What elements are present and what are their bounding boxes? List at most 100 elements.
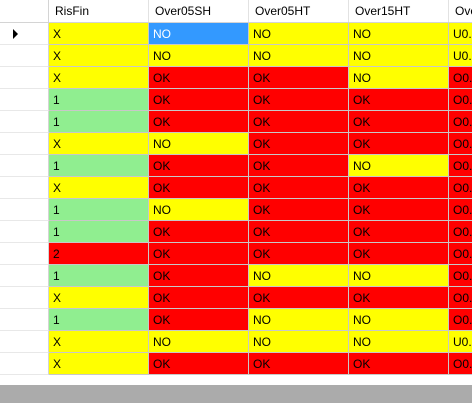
cell-ove[interactable]: U0.5	[449, 331, 472, 353]
cell-risfin[interactable]: 1	[49, 199, 149, 221]
cell-over05sh[interactable]: NO	[149, 331, 249, 353]
cell-ove[interactable]: O0.5	[449, 67, 472, 89]
cell-risfin[interactable]: X	[49, 23, 149, 45]
column-header-ove[interactable]: Ove	[455, 4, 472, 18]
cell-over15ht[interactable]: NO	[349, 45, 449, 67]
data-grid[interactable]: RisFin Over05SH Over05HT Over15HT Ove XN…	[0, 0, 472, 385]
column-header-over05ht[interactable]: Over05HT	[249, 0, 349, 22]
cell-over05ht[interactable]: OK	[249, 67, 349, 89]
cell-over05ht[interactable]: OK	[249, 177, 349, 199]
cell-ove[interactable]: O0.5	[449, 177, 472, 199]
cell-risfin[interactable]: X	[49, 331, 149, 353]
cell-over15ht[interactable]: NO	[349, 331, 449, 353]
row-header[interactable]	[0, 331, 49, 353]
cell-over05ht[interactable]: OK	[249, 111, 349, 133]
cell-over15ht[interactable]: NO	[349, 155, 449, 177]
top-left-corner-cell[interactable]	[0, 0, 49, 22]
cell-over05ht[interactable]: NO	[249, 23, 349, 45]
row-header[interactable]	[0, 67, 49, 89]
cell-ove[interactable]: O0.5	[449, 265, 472, 287]
row-header[interactable]	[0, 177, 49, 199]
row-header[interactable]	[0, 45, 49, 67]
cell-risfin[interactable]: 1	[49, 221, 149, 243]
row-header[interactable]	[0, 155, 49, 177]
cell-over05sh[interactable]: OK	[149, 89, 249, 111]
cell-over05sh[interactable]: OK	[149, 111, 249, 133]
cell-over15ht[interactable]: OK	[349, 89, 449, 111]
cell-risfin[interactable]: 2	[49, 243, 149, 265]
column-header-over05sh[interactable]: Over05SH	[149, 0, 249, 22]
cell-risfin[interactable]: X	[49, 177, 149, 199]
cell-risfin[interactable]: 1	[49, 89, 149, 111]
row-header[interactable]	[0, 287, 49, 309]
cell-risfin[interactable]: X	[49, 45, 149, 67]
cell-ove[interactable]: O0.5	[449, 89, 472, 111]
row-header[interactable]	[0, 265, 49, 287]
cell-over15ht[interactable]: NO	[349, 309, 449, 331]
cell-over05ht[interactable]: OK	[249, 155, 349, 177]
cell-risfin[interactable]: X	[49, 287, 149, 309]
cell-over05sh[interactable]: OK	[149, 155, 249, 177]
cell-over15ht[interactable]: OK	[349, 221, 449, 243]
row-header[interactable]	[0, 89, 49, 111]
cell-over15ht[interactable]: OK	[349, 353, 449, 375]
cell-over05ht[interactable]: NO	[249, 45, 349, 67]
cell-over05sh[interactable]: NO	[149, 133, 249, 155]
cell-over05ht[interactable]: OK	[249, 199, 349, 221]
cell-ove[interactable]: O0.5	[449, 309, 472, 331]
cell-over05sh[interactable]: OK	[149, 177, 249, 199]
cell-over15ht[interactable]: OK	[349, 199, 449, 221]
cell-over05ht[interactable]: OK	[249, 221, 349, 243]
cell-over15ht[interactable]: NO	[349, 265, 449, 287]
cell-over05ht[interactable]: NO	[249, 331, 349, 353]
cell-over15ht[interactable]: OK	[349, 287, 449, 309]
cell-over05sh[interactable]: NO	[149, 45, 249, 67]
column-header-risfin[interactable]: RisFin	[49, 0, 149, 22]
row-header[interactable]	[0, 199, 49, 221]
cell-risfin[interactable]: X	[49, 67, 149, 89]
cell-over05ht[interactable]: OK	[249, 287, 349, 309]
cell-ove[interactable]: O0.5	[449, 243, 472, 265]
cell-over05ht[interactable]: OK	[249, 243, 349, 265]
cell-over05sh[interactable]: OK	[149, 243, 249, 265]
cell-over05ht[interactable]: NO	[249, 265, 349, 287]
cell-over15ht[interactable]: OK	[349, 177, 449, 199]
cell-ove[interactable]: O0.5	[449, 287, 472, 309]
cell-over05sh[interactable]: NO	[149, 199, 249, 221]
cell-ove[interactable]: O0.5	[449, 111, 472, 133]
cell-over05ht[interactable]: NO	[249, 309, 349, 331]
cell-ove[interactable]: O0.5	[449, 221, 472, 243]
row-header[interactable]	[0, 111, 49, 133]
cell-risfin[interactable]: 1	[49, 111, 149, 133]
cell-over05sh[interactable]: NO	[149, 23, 249, 45]
cell-over05sh[interactable]: OK	[149, 353, 249, 375]
cell-over15ht[interactable]: NO	[349, 67, 449, 89]
row-header[interactable]	[0, 353, 49, 375]
cell-ove[interactable]: U0.5	[449, 45, 472, 67]
cell-over05sh[interactable]: OK	[149, 221, 249, 243]
row-header[interactable]	[0, 221, 49, 243]
cell-over05ht[interactable]: OK	[249, 353, 349, 375]
row-header[interactable]	[0, 243, 49, 265]
cell-over15ht[interactable]: OK	[349, 243, 449, 265]
cell-over05ht[interactable]: OK	[249, 133, 349, 155]
cell-risfin[interactable]: 1	[49, 155, 149, 177]
cell-over05sh[interactable]: OK	[149, 287, 249, 309]
row-header[interactable]	[0, 23, 49, 45]
cell-ove[interactable]: O0.5	[449, 353, 472, 375]
cell-over15ht[interactable]: NO	[349, 23, 449, 45]
cell-ove[interactable]: O0.5	[449, 155, 472, 177]
cell-ove[interactable]: U0.5	[449, 23, 472, 45]
column-header-over15ht[interactable]: Over15HT	[349, 0, 449, 22]
cell-risfin[interactable]: 1	[49, 309, 149, 331]
cell-over05ht[interactable]: OK	[249, 89, 349, 111]
cell-risfin[interactable]: X	[49, 133, 149, 155]
cell-ove[interactable]: O0.5	[449, 199, 472, 221]
cell-risfin[interactable]: 1	[49, 265, 149, 287]
row-header[interactable]	[0, 309, 49, 331]
cell-risfin[interactable]: X	[49, 353, 149, 375]
cell-over15ht[interactable]: OK	[349, 111, 449, 133]
cell-over05sh[interactable]: OK	[149, 309, 249, 331]
cell-over05sh[interactable]: OK	[149, 265, 249, 287]
row-header[interactable]	[0, 133, 49, 155]
